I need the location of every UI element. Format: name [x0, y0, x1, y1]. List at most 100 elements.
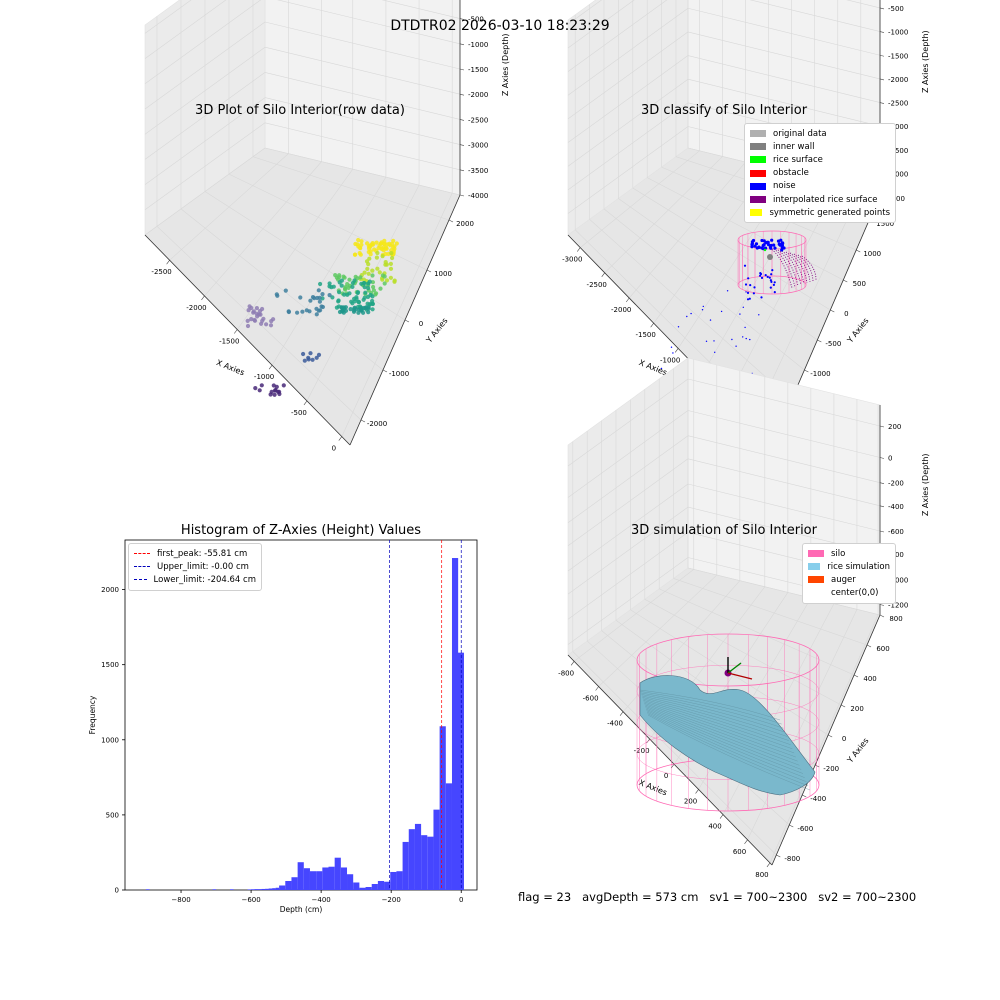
classify-tick-y	[843, 279, 848, 283]
histogram-bar	[451, 558, 459, 890]
classify-noise-point	[745, 291, 747, 293]
raw-data-point	[268, 323, 274, 328]
histogram-bar	[359, 887, 366, 890]
classify-tick-z	[879, 78, 885, 81]
sim-y-axis-label: Y Axies	[845, 736, 871, 765]
classify-rice-point	[763, 248, 767, 252]
legend-swatch	[750, 182, 766, 190]
raw-data-point	[365, 301, 370, 306]
sim-y-tick-label: 0	[842, 735, 846, 743]
classify-noise-point	[768, 276, 771, 279]
raw-grid-z	[144, 147, 266, 236]
raw-grid-z	[144, 72, 266, 160]
classify-noise-point	[753, 244, 757, 248]
sim-z-tick-label: -200	[888, 480, 904, 488]
sim-x-tick-label: 800	[755, 871, 768, 879]
raw-data-point	[308, 298, 313, 303]
raw-data-point	[317, 295, 322, 300]
legend-swatch	[808, 550, 824, 558]
classify-noise-point	[748, 297, 751, 300]
sim-grid-z	[567, 557, 689, 645]
sim-x-axis-label: X Axies	[638, 778, 669, 797]
histogram-bar	[408, 829, 415, 890]
figure-title: DTDTR02 2026-03-10 18:23:29	[390, 18, 610, 34]
raw-x-tick-label: -2000	[186, 304, 206, 312]
sim-x-tick-label: 400	[708, 823, 721, 831]
classify-tick-y	[830, 309, 835, 313]
classify-noise-point	[768, 245, 773, 249]
classify-noise-point	[760, 276, 764, 279]
sim-x-tick-label: -400	[607, 720, 623, 728]
legend-label: interpolated rice surface	[773, 194, 878, 205]
raw-data-point	[382, 281, 387, 286]
classify-noise-point	[755, 246, 759, 250]
classify-noise-point	[749, 338, 751, 341]
raw-data-point	[370, 307, 375, 312]
classify-noise-point	[714, 351, 716, 353]
sim-rice-mesh	[645, 706, 800, 766]
raw-data-point	[246, 308, 251, 313]
histogram-bar	[254, 889, 259, 890]
raw-data-point	[362, 285, 367, 290]
sim-y-tick-label: -600	[797, 825, 813, 833]
raw-data-point	[314, 355, 319, 360]
classify-noise-point	[720, 310, 723, 313]
raw-data-point	[331, 284, 336, 289]
sim-grid-x	[747, 609, 858, 840]
status-line: flag = 23 avgDepth = 573 cm sv1 = 700~23…	[518, 890, 917, 904]
classify-z-axis-label: Z Axies (Depth)	[921, 30, 930, 93]
sim-tick-x	[744, 839, 748, 844]
legend-swatch	[750, 130, 766, 138]
sim-rice-mesh	[639, 689, 781, 721]
histogram-bar	[268, 888, 273, 890]
raw-grid-z-r	[381, 0, 461, 19]
sim-grid-z-r	[687, 435, 881, 483]
sim-rice-mesh	[640, 691, 782, 725]
histogram-bar	[272, 888, 276, 890]
histogram-bar	[261, 888, 266, 890]
raw-data-point	[353, 252, 358, 257]
raw-y-axis-line	[349, 194, 461, 446]
histogram-y-tick-label: 0	[115, 887, 119, 895]
sim-y-tick-label: 400	[863, 675, 876, 683]
raw-data-point	[337, 309, 343, 315]
legend-entry-noise: noise	[750, 180, 890, 193]
raw-data-point	[390, 255, 395, 261]
histogram-bar	[230, 889, 234, 890]
raw-data-point	[333, 273, 338, 278]
raw-data-point	[343, 308, 349, 313]
raw-data-point	[384, 245, 389, 250]
legend-label: first_peak: -55.81 cm	[157, 548, 248, 559]
classify-grid-z	[567, 78, 689, 167]
raw-plot-title: 3D Plot of Silo Interior(row data)	[195, 103, 405, 118]
raw-grid-z-r	[276, 0, 461, 45]
raw-tick-x	[268, 365, 273, 370]
raw-data-point	[277, 389, 282, 394]
histogram-bar	[414, 823, 422, 890]
classify-noise-point	[780, 248, 784, 252]
classify-inner-wall-point	[767, 254, 773, 260]
classify-grid-x	[580, 150, 700, 248]
classify-noise-point	[751, 238, 756, 243]
classify-z-tick-label: -4000	[888, 171, 908, 179]
raw-data-point	[306, 357, 311, 362]
histogram-bar	[316, 871, 323, 890]
raw-tick-z	[459, 43, 465, 46]
raw-data-point	[253, 386, 258, 391]
raw-tick-y	[448, 219, 454, 223]
sim-grid-z	[567, 458, 689, 547]
raw-data-point	[370, 268, 375, 273]
raw-z-tick-label: -2500	[468, 116, 488, 124]
raw-data-point	[388, 261, 393, 266]
raw-data-point	[356, 237, 361, 243]
raw-data-point	[327, 281, 332, 286]
sim-y-tick-label: -200	[823, 765, 839, 773]
raw-data-point	[327, 293, 332, 298]
classify-noise-point	[773, 291, 776, 294]
raw-data-point	[364, 305, 369, 310]
histogram-bar	[402, 841, 409, 890]
histogram-bar	[421, 835, 428, 890]
raw-tick-y	[382, 369, 388, 373]
histogram-bar	[285, 880, 292, 890]
raw-data-point	[353, 241, 358, 247]
